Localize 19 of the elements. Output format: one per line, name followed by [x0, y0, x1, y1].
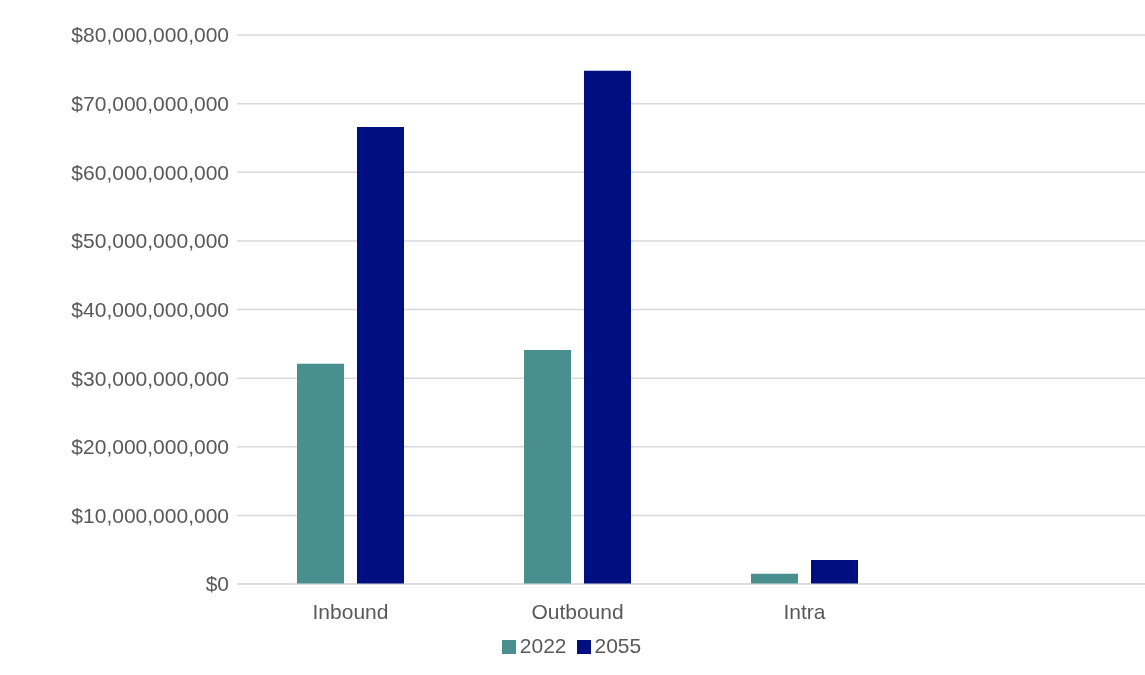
- bar: [584, 70, 631, 584]
- y-tick-label: $50,000,000,000: [71, 229, 229, 253]
- bar: [297, 363, 344, 584]
- y-tick-label: $10,000,000,000: [71, 503, 229, 527]
- y-tick-label: $0: [205, 572, 229, 596]
- bar: [811, 559, 858, 584]
- x-tick-label: Intra: [783, 599, 826, 623]
- y-tick-label: $60,000,000,000: [71, 160, 229, 184]
- x-tick-label: Outbound: [531, 599, 624, 623]
- y-tick-label: $70,000,000,000: [71, 92, 229, 116]
- legend-label: 2022: [519, 634, 567, 657]
- y-tick-label: $30,000,000,000: [71, 366, 229, 390]
- x-tick-label: Inbound: [312, 599, 389, 623]
- y-tick-label: $20,000,000,000: [71, 435, 229, 459]
- bar: [524, 349, 571, 584]
- y-tick-label: $40,000,000,000: [71, 297, 229, 321]
- bar: [357, 126, 404, 584]
- y-tick-label: $80,000,000,000: [71, 23, 229, 47]
- legend-label: 2055: [594, 634, 642, 657]
